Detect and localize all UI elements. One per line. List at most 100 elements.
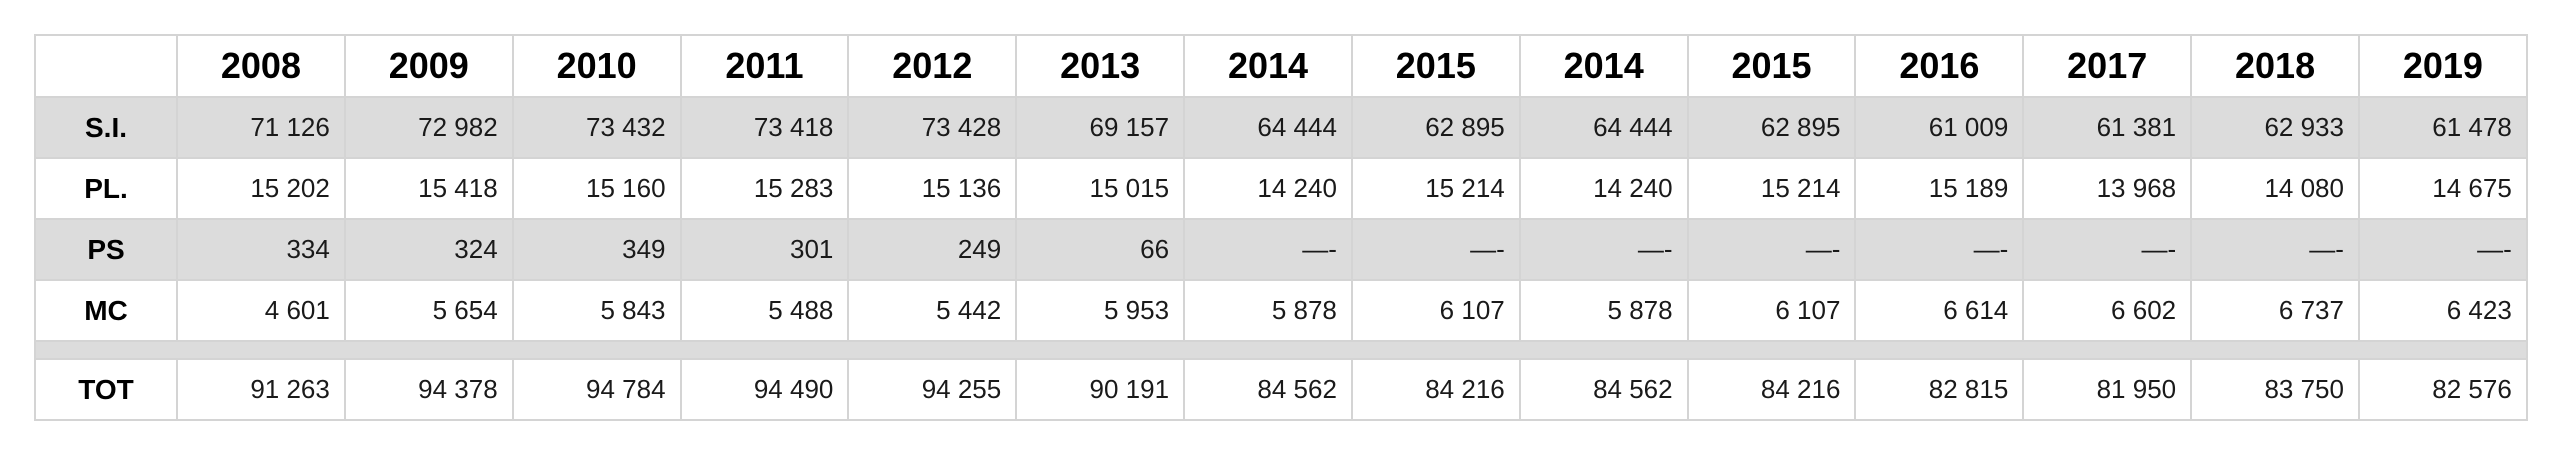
table-cell: 73 432 (511, 96, 682, 159)
total-cell: 84 216 (1350, 358, 1521, 421)
total-cell: 94 784 (511, 358, 682, 421)
table-header: 2008 2009 2010 2011 2012 2013 2014 2015 2014 2015… (34, 34, 2528, 98)
total-label: TOT (34, 358, 178, 421)
total-cell: 84 216 (1686, 358, 1857, 421)
table-cell: 349 (511, 218, 682, 281)
table-cell: 5 878 (1518, 279, 1689, 342)
table-cell: 61 381 (2022, 96, 2193, 159)
year-header: 2011 (679, 34, 850, 98)
header-row: 2008 2009 2010 2011 2012 2013 2014 2015 2014 2015… (34, 34, 2528, 98)
table-cell: 5 488 (679, 279, 850, 342)
table-cell: 6 602 (2022, 279, 2193, 342)
table-cell: 15 160 (511, 157, 682, 220)
table-cell: 249 (847, 218, 1018, 281)
table-cell: 5 878 (1183, 279, 1353, 342)
row-label: PL. (34, 157, 178, 220)
table-cell: 6 423 (2357, 279, 2528, 342)
table-cell: 334 (176, 218, 346, 281)
year-header: 2014 (1518, 34, 1689, 98)
year-header: 2010 (511, 34, 682, 98)
table-cell: 14 240 (1518, 157, 1689, 220)
total-cell: 94 255 (847, 358, 1018, 421)
table-cell: —- (1854, 218, 2025, 281)
table-cell: 66 (1015, 218, 1186, 281)
table-cell: 14 675 (2357, 157, 2528, 220)
table-cell: 6 737 (2190, 279, 2360, 342)
total-cell: 82 815 (1854, 358, 2025, 421)
year-header: 2016 (1854, 34, 2025, 98)
table-cell: 15 015 (1015, 157, 1186, 220)
table-cell: 71 126 (176, 96, 346, 159)
table-cell: —- (1518, 218, 1689, 281)
table-cell: 62 933 (2190, 96, 2360, 159)
year-header: 2008 (176, 34, 346, 98)
table-cell: —- (2190, 218, 2360, 281)
table-cell: 6 107 (1686, 279, 1857, 342)
table-cell: —- (1183, 218, 1353, 281)
row-label: PS (34, 218, 178, 281)
table-row: PS 334 324 349 301 249 66 —- —- —- —- —- —- —- —- (34, 218, 2528, 281)
total-row: TOT 91 263 94 378 94 784 94 490 94 255 90 191 8… (34, 358, 2528, 421)
table-cell: —- (1686, 218, 1857, 281)
year-header: 2018 (2190, 34, 2360, 98)
table-cell: 5 953 (1015, 279, 1186, 342)
table-cell: 15 418 (343, 157, 514, 220)
data-table: 2008 2009 2010 2011 2012 2013 2014 2015 2014 2015… (34, 34, 2528, 421)
total-cell: 84 562 (1183, 358, 1353, 421)
table-cell: 14 080 (2190, 157, 2360, 220)
year-header: 2017 (2022, 34, 2193, 98)
table-cell: 62 895 (1686, 96, 1857, 159)
table-cell: 15 189 (1854, 157, 2025, 220)
year-header: 2015 (1350, 34, 1521, 98)
table-cell: 61 009 (1854, 96, 2025, 159)
spacer-row (34, 340, 2528, 360)
table-cell: 14 240 (1183, 157, 1353, 220)
table-cell: 6 614 (1854, 279, 2025, 342)
table-cell: 64 444 (1518, 96, 1689, 159)
table-cell: 5 654 (343, 279, 514, 342)
table-cell: 73 418 (679, 96, 850, 159)
table-cell: 6 107 (1350, 279, 1521, 342)
table-cell: 324 (343, 218, 514, 281)
table-row: MC 4 601 5 654 5 843 5 488 5 442 5 953 5 878 6 1… (34, 279, 2528, 342)
table-cell: —- (2022, 218, 2193, 281)
year-header: 2014 (1183, 34, 1353, 98)
table-cell: 15 136 (847, 157, 1018, 220)
table-cell: —- (2357, 218, 2528, 281)
total-cell: 84 562 (1518, 358, 1689, 421)
table-cell: 15 202 (176, 157, 346, 220)
total-cell: 83 750 (2190, 358, 2360, 421)
header-corner-cell (34, 34, 178, 98)
table-cell: 15 283 (679, 157, 850, 220)
total-cell: 94 378 (343, 358, 514, 421)
row-label: MC (34, 279, 178, 342)
table-cell: 72 982 (343, 96, 514, 159)
year-header: 2012 (847, 34, 1018, 98)
year-header: 2013 (1015, 34, 1186, 98)
row-label: S.I. (34, 96, 178, 159)
table-cell: 15 214 (1686, 157, 1857, 220)
table-cell: 4 601 (176, 279, 346, 342)
spacer-cell (34, 340, 2528, 360)
table-body: S.I. 71 126 72 982 73 432 73 418 73 428 69 157… (34, 96, 2528, 421)
table-cell: —- (1350, 218, 1521, 281)
total-cell: 91 263 (176, 358, 346, 421)
table-cell: 62 895 (1350, 96, 1521, 159)
table-cell: 15 214 (1350, 157, 1521, 220)
year-header: 2015 (1686, 34, 1857, 98)
table-cell: 5 843 (511, 279, 682, 342)
total-cell: 94 490 (679, 358, 850, 421)
total-cell: 82 576 (2357, 358, 2528, 421)
data-table-container: 2008 2009 2010 2011 2012 2013 2014 2015 2014 2015… (34, 34, 2528, 421)
table-row: S.I. 71 126 72 982 73 432 73 418 73 428 69 157… (34, 96, 2528, 159)
total-cell: 81 950 (2022, 358, 2193, 421)
table-cell: 69 157 (1015, 96, 1186, 159)
year-header: 2019 (2357, 34, 2528, 98)
table-cell: 5 442 (847, 279, 1018, 342)
table-cell: 13 968 (2022, 157, 2193, 220)
table-cell: 73 428 (847, 96, 1018, 159)
year-header: 2009 (343, 34, 514, 98)
total-cell: 90 191 (1015, 358, 1186, 421)
table-cell: 301 (679, 218, 850, 281)
table-cell: 61 478 (2357, 96, 2528, 159)
